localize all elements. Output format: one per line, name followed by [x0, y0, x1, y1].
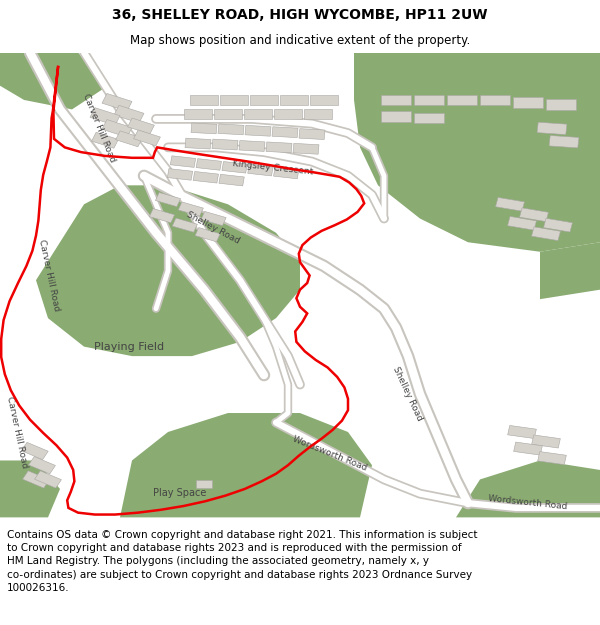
Bar [22, 442, 48, 459]
Text: Shelley Road: Shelley Road [185, 210, 241, 246]
Bar [520, 208, 548, 222]
Text: Shelley Road: Shelley Road [391, 366, 425, 423]
Bar [195, 228, 220, 242]
Bar [549, 136, 579, 148]
Bar [274, 109, 302, 119]
Bar [170, 156, 196, 168]
Bar [414, 112, 444, 123]
Bar [537, 122, 567, 134]
Polygon shape [456, 461, 600, 518]
Bar [90, 107, 120, 126]
Bar [35, 471, 61, 488]
Text: Contains OS data © Crown copyright and database right 2021. This information is : Contains OS data © Crown copyright and d… [7, 530, 478, 593]
Bar [245, 126, 271, 136]
Polygon shape [540, 242, 600, 299]
Bar [513, 97, 543, 108]
Text: Kingsley Crescent: Kingsley Crescent [232, 159, 314, 177]
Bar [272, 127, 298, 138]
Bar [102, 119, 132, 138]
Bar [214, 109, 242, 119]
Bar [196, 480, 212, 489]
Bar [496, 198, 524, 211]
Bar [149, 209, 175, 222]
Bar [134, 130, 160, 146]
Bar [92, 132, 118, 148]
Bar [212, 139, 238, 150]
Text: Map shows position and indicative extent of the property.: Map shows position and indicative extent… [130, 34, 470, 48]
Bar [532, 227, 560, 241]
Text: Carver Hill Road: Carver Hill Road [81, 92, 117, 164]
Bar [381, 111, 411, 122]
Bar [218, 124, 244, 135]
Bar [155, 192, 181, 207]
Polygon shape [0, 52, 108, 109]
Bar [508, 426, 536, 439]
Bar [480, 95, 510, 105]
Bar [193, 171, 218, 183]
Bar [304, 109, 332, 119]
Text: Playing Field: Playing Field [94, 342, 164, 352]
Bar [447, 95, 477, 105]
Bar [191, 123, 217, 134]
Bar [414, 95, 444, 105]
Text: Wordsworth Road: Wordsworth Road [292, 434, 368, 472]
Bar [538, 452, 566, 464]
Bar [102, 94, 132, 111]
Bar [299, 129, 325, 139]
Bar [222, 161, 247, 173]
Bar [201, 211, 226, 226]
Bar [167, 169, 193, 180]
Bar [250, 95, 278, 105]
Bar [172, 218, 197, 232]
Polygon shape [354, 52, 600, 252]
Bar [116, 131, 142, 147]
Text: Wordsworth Road: Wordsworth Road [488, 494, 568, 512]
Polygon shape [0, 461, 60, 518]
Bar [310, 95, 338, 105]
Bar [280, 95, 308, 105]
Text: Carver Hill Road: Carver Hill Road [5, 395, 29, 469]
Bar [185, 138, 211, 149]
Bar [244, 109, 272, 119]
Bar [220, 95, 248, 105]
Bar [248, 164, 273, 176]
Bar [293, 143, 319, 154]
Bar [514, 442, 542, 455]
Bar [544, 218, 572, 232]
Bar [190, 95, 218, 105]
Bar [196, 159, 221, 170]
Text: Play Space: Play Space [154, 488, 206, 498]
Bar [546, 99, 576, 110]
Bar [266, 142, 292, 152]
Bar [184, 109, 212, 119]
Bar [508, 216, 536, 230]
Text: 36, SHELLEY ROAD, HIGH WYCOMBE, HP11 2UW: 36, SHELLEY ROAD, HIGH WYCOMBE, HP11 2UW [112, 8, 488, 22]
Bar [114, 106, 144, 123]
Bar [219, 174, 244, 186]
Bar [239, 141, 265, 151]
Bar [274, 168, 299, 179]
Bar [178, 202, 203, 216]
Bar [381, 95, 411, 105]
Bar [128, 118, 154, 134]
Bar [23, 471, 49, 488]
Polygon shape [36, 186, 300, 356]
Polygon shape [120, 413, 372, 518]
Bar [532, 435, 560, 448]
Bar [29, 457, 55, 474]
Text: Carver Hill Road: Carver Hill Road [37, 239, 61, 312]
